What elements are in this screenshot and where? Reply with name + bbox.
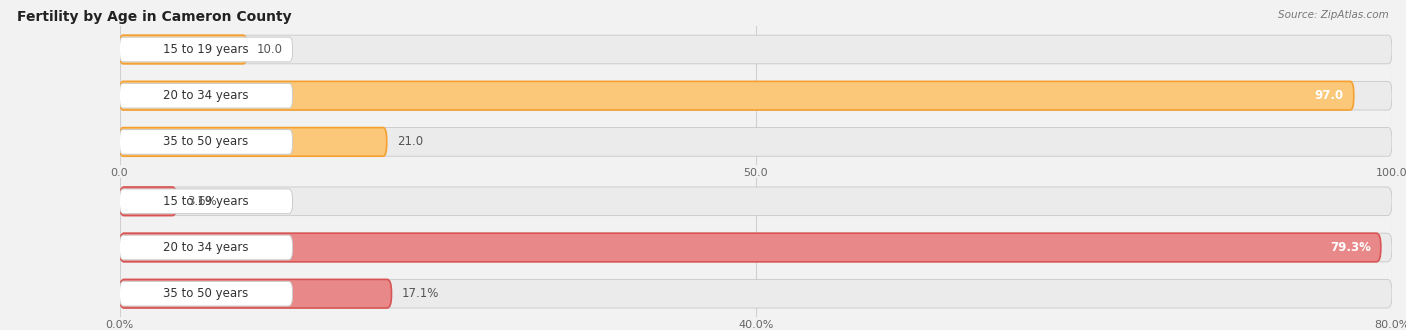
- Text: 17.1%: 17.1%: [402, 287, 439, 300]
- FancyBboxPatch shape: [120, 82, 1392, 110]
- FancyBboxPatch shape: [120, 281, 292, 306]
- FancyBboxPatch shape: [120, 189, 292, 214]
- Text: 21.0: 21.0: [396, 135, 423, 148]
- Text: 35 to 50 years: 35 to 50 years: [163, 135, 249, 148]
- FancyBboxPatch shape: [120, 83, 292, 108]
- Text: 20 to 34 years: 20 to 34 years: [163, 241, 249, 254]
- FancyBboxPatch shape: [120, 235, 292, 260]
- FancyBboxPatch shape: [120, 280, 1392, 308]
- FancyBboxPatch shape: [120, 35, 247, 64]
- FancyBboxPatch shape: [120, 187, 177, 215]
- Text: 10.0: 10.0: [257, 43, 283, 56]
- FancyBboxPatch shape: [120, 35, 1392, 64]
- Text: 3.6%: 3.6%: [187, 195, 217, 208]
- FancyBboxPatch shape: [120, 82, 1354, 110]
- FancyBboxPatch shape: [120, 233, 1381, 262]
- FancyBboxPatch shape: [120, 128, 387, 156]
- FancyBboxPatch shape: [120, 37, 292, 62]
- Text: Source: ZipAtlas.com: Source: ZipAtlas.com: [1278, 10, 1389, 20]
- Text: 20 to 34 years: 20 to 34 years: [163, 89, 249, 102]
- FancyBboxPatch shape: [120, 187, 1392, 215]
- FancyBboxPatch shape: [120, 280, 391, 308]
- Text: 15 to 19 years: 15 to 19 years: [163, 195, 249, 208]
- FancyBboxPatch shape: [120, 233, 1392, 262]
- Text: 15 to 19 years: 15 to 19 years: [163, 43, 249, 56]
- FancyBboxPatch shape: [120, 130, 292, 154]
- FancyBboxPatch shape: [120, 128, 1392, 156]
- Text: Fertility by Age in Cameron County: Fertility by Age in Cameron County: [17, 10, 291, 24]
- Text: 79.3%: 79.3%: [1330, 241, 1371, 254]
- Text: 35 to 50 years: 35 to 50 years: [163, 287, 249, 300]
- Text: 97.0: 97.0: [1315, 89, 1344, 102]
